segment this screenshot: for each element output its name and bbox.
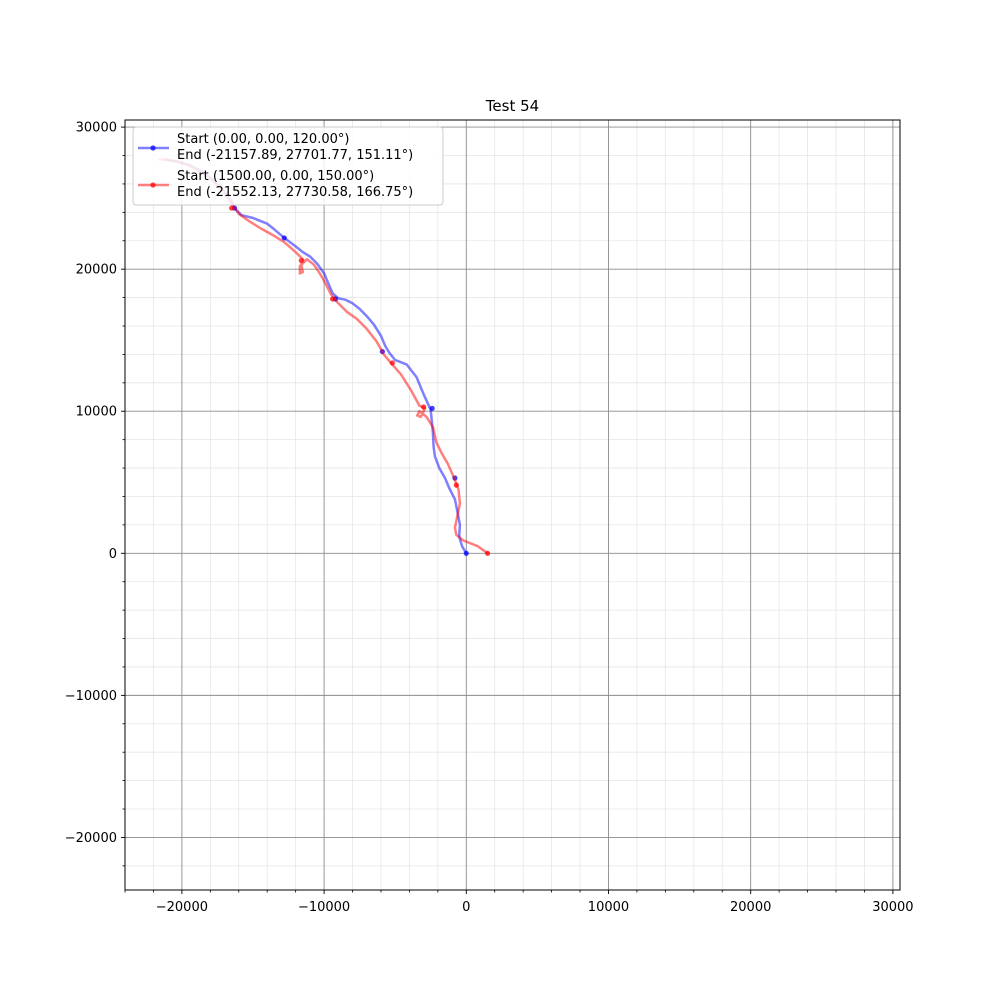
series-1-marker xyxy=(429,405,435,411)
x-tick-label: 20000 xyxy=(730,900,771,915)
legend-marker-2 xyxy=(150,182,156,188)
legend-entry-1-end: End (-21157.89, 27701.77, 151.11°) xyxy=(177,148,413,163)
series-2-marker xyxy=(389,360,395,366)
x-tick-label: 30000 xyxy=(872,900,913,915)
x-tick-label: 0 xyxy=(462,900,470,915)
legend-entry-1-start: Start (0.00, 0.00, 120.00°) xyxy=(177,132,349,147)
series-group xyxy=(158,158,491,556)
legend-entry-2-end: End (-21552.13, 27730.58, 166.75°) xyxy=(177,185,413,200)
series-2-line xyxy=(158,158,489,555)
y-tick-label: −10000 xyxy=(65,689,117,704)
chart-title: Test 54 xyxy=(485,97,539,115)
legend: Start (0.00, 0.00, 120.00°) End (-21157.… xyxy=(132,126,444,206)
ticks: −20000 −10000 0 10000 20000 30000 −20000 −10000… xyxy=(65,121,914,915)
y-tick-label: 20000 xyxy=(76,263,117,278)
x-tick-label: 10000 xyxy=(588,900,629,915)
y-tick-label: 0 xyxy=(109,547,117,562)
y-tick-label: 30000 xyxy=(76,121,117,136)
series-1-marker xyxy=(463,550,469,556)
y-tick-label: 10000 xyxy=(76,405,117,420)
series-2-marker xyxy=(298,258,304,264)
y-tick-label: −20000 xyxy=(65,831,117,846)
series-1-marker xyxy=(281,235,287,241)
series-2-marker xyxy=(453,482,459,488)
axes-frame xyxy=(124,119,901,891)
legend-box xyxy=(132,126,444,206)
series-2-marker xyxy=(485,550,491,556)
grid xyxy=(124,120,900,890)
x-tick-label: −20000 xyxy=(156,900,208,915)
legend-entry-2-start: Start (1500.00, 0.00, 150.00°) xyxy=(177,169,374,184)
series-2-marker xyxy=(330,296,336,302)
series-2-marker xyxy=(421,404,427,410)
series-2-marker xyxy=(229,205,235,211)
x-tick-label: −10000 xyxy=(298,900,350,915)
legend-marker-1 xyxy=(150,145,156,151)
